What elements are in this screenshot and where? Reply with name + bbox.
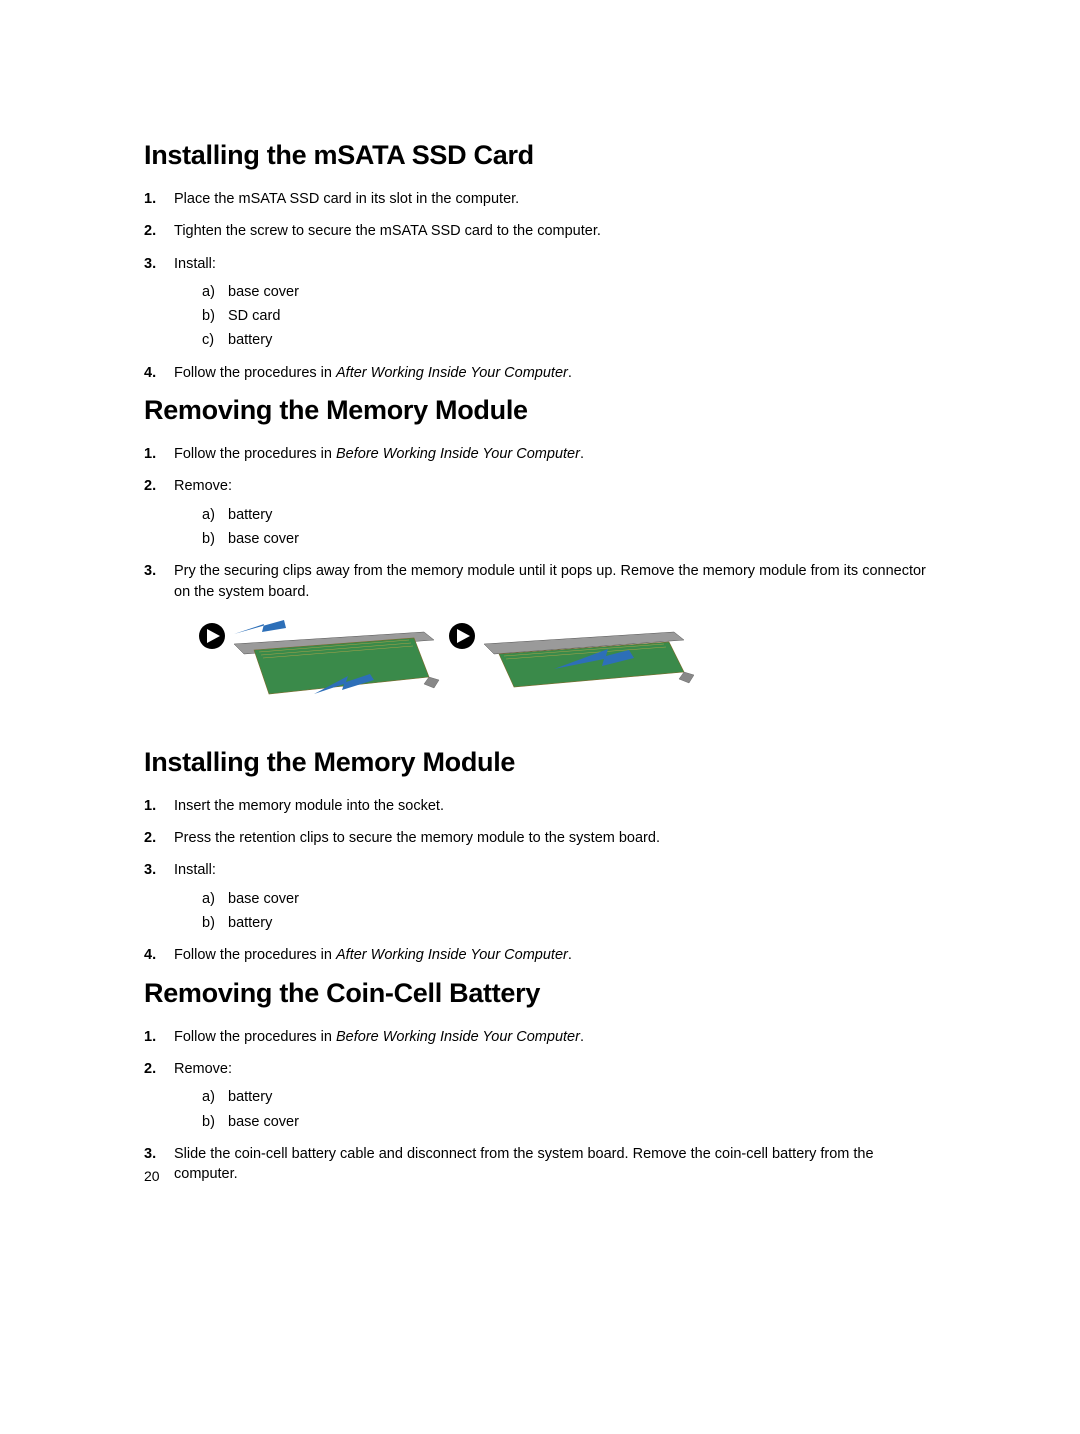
sub-item: c) battery: [202, 330, 938, 350]
sub-letter: b): [202, 1112, 215, 1132]
step-item: 3. Slide the coin-cell battery cable and …: [144, 1144, 938, 1185]
sub-item: a) base cover: [202, 889, 938, 909]
reference-title: After Working Inside Your Computer: [336, 365, 568, 381]
diagram-container: [174, 614, 938, 739]
step-number: 1.: [144, 1027, 156, 1047]
section: Installing the Memory Module 1. Insert the…: [144, 747, 938, 966]
sub-text: battery: [228, 332, 272, 348]
sub-text: battery: [228, 507, 272, 523]
step-item: 1. Follow the procedures in Before Workin…: [144, 444, 938, 464]
step-text: Insert the memory module into the socket…: [174, 798, 444, 814]
section-heading: Installing the mSATA SSD Card: [144, 140, 938, 171]
step-number: 2.: [144, 1059, 156, 1079]
step-text: Remove:: [174, 1061, 232, 1077]
section-heading: Removing the Coin-Cell Battery: [144, 978, 938, 1009]
step-item: 3. Pry the securing clips away from the m…: [144, 561, 938, 602]
sub-letter: b): [202, 306, 215, 326]
sub-item: a) battery: [202, 505, 938, 525]
step-number: 1.: [144, 796, 156, 816]
sub-text: base cover: [228, 1114, 299, 1130]
step-list: 1. Follow the procedures in Before Workin…: [144, 1027, 938, 1185]
sub-item: b) base cover: [202, 529, 938, 549]
sub-letter: c): [202, 330, 214, 350]
step-number: 2.: [144, 476, 156, 496]
step-item: 2. Remove: a) battery b) base cover: [144, 476, 938, 549]
sub-letter: a): [202, 505, 215, 525]
section: Removing the Coin-Cell Battery 1. Follow t…: [144, 978, 938, 1185]
step-list: 1. Follow the procedures in Before Workin…: [144, 444, 938, 602]
sub-letter: a): [202, 1087, 215, 1107]
section-heading: Removing the Memory Module: [144, 395, 938, 426]
step-item: 4. Follow the procedures in After Working…: [144, 945, 938, 965]
step-number: 4.: [144, 363, 156, 383]
sub-item: b) base cover: [202, 1112, 938, 1132]
sub-text: SD card: [228, 308, 280, 324]
step-number: 3.: [144, 860, 156, 880]
sub-list: a) base cover b) battery: [174, 889, 938, 934]
sub-item: b) SD card: [202, 306, 938, 326]
section-heading: Installing the Memory Module: [144, 747, 938, 778]
sub-list: a) base cover b) SD card c) battery: [174, 282, 938, 351]
memory-module-diagram: [174, 614, 694, 734]
sub-text: base cover: [228, 531, 299, 547]
step-text: Remove:: [174, 478, 232, 494]
step-number: 3.: [144, 254, 156, 274]
step-item: 2. Press the retention clips to secure th…: [144, 828, 938, 848]
step-item: 1. Insert the memory module into the sock…: [144, 796, 938, 816]
sub-letter: b): [202, 913, 215, 933]
step-item: 2. Remove: a) battery b) base cover: [144, 1059, 938, 1132]
sub-item: b) battery: [202, 913, 938, 933]
sub-item: a) base cover: [202, 282, 938, 302]
step-text: Place the mSATA SSD card in its slot in …: [174, 191, 519, 207]
step-number: 4.: [144, 945, 156, 965]
step-item: 1. Place the mSATA SSD card in its slot i…: [144, 189, 938, 209]
step-text: Follow the procedures in Before Working …: [174, 446, 584, 462]
step-text: Follow the procedures in Before Working …: [174, 1029, 584, 1045]
sub-text: base cover: [228, 284, 299, 300]
section: Installing the mSATA SSD Card 1. Place the…: [144, 140, 938, 383]
step-item: 3. Install: a) base cover b) battery: [144, 860, 938, 933]
sub-text: base cover: [228, 891, 299, 907]
step-number: 3.: [144, 561, 156, 581]
sub-letter: a): [202, 282, 215, 302]
step-list: 1. Insert the memory module into the sock…: [144, 796, 938, 966]
step-item: 4. Follow the procedures in After Working…: [144, 363, 938, 383]
step-number: 2.: [144, 828, 156, 848]
sub-letter: a): [202, 889, 215, 909]
sub-text: battery: [228, 1089, 272, 1105]
page-number: 20: [144, 1168, 160, 1184]
sub-item: a) battery: [202, 1087, 938, 1107]
step-text: Follow the procedures in After Working I…: [174, 365, 572, 381]
reference-title: Before Working Inside Your Computer: [336, 1029, 580, 1045]
step-number: 3.: [144, 1144, 156, 1164]
reference-title: After Working Inside Your Computer: [336, 947, 568, 963]
step-number: 1.: [144, 444, 156, 464]
sub-list: a) battery b) base cover: [174, 1087, 938, 1132]
step-item: 2. Tighten the screw to secure the mSATA …: [144, 221, 938, 241]
section: Removing the Memory Module 1. Follow the p…: [144, 395, 938, 739]
step-list: 1. Place the mSATA SSD card in its slot i…: [144, 189, 938, 383]
step-number: 1.: [144, 189, 156, 209]
sub-text: battery: [228, 915, 272, 931]
step-text: Tighten the screw to secure the mSATA SS…: [174, 223, 601, 239]
step-text: Pry the securing clips away from the mem…: [174, 563, 926, 599]
step-text: Slide the coin-cell battery cable and di…: [174, 1146, 874, 1182]
step-number: 2.: [144, 221, 156, 241]
step-item: 1. Follow the procedures in Before Workin…: [144, 1027, 938, 1047]
reference-title: Before Working Inside Your Computer: [336, 446, 580, 462]
step-text: Install:: [174, 256, 216, 272]
step-item: 3. Install: a) base cover b) SD card c) battery: [144, 254, 938, 351]
step-text: Install:: [174, 862, 216, 878]
step-text: Follow the procedures in After Working I…: [174, 947, 572, 963]
sub-letter: b): [202, 529, 215, 549]
sub-list: a) battery b) base cover: [174, 505, 938, 550]
step-text: Press the retention clips to secure the …: [174, 830, 660, 846]
